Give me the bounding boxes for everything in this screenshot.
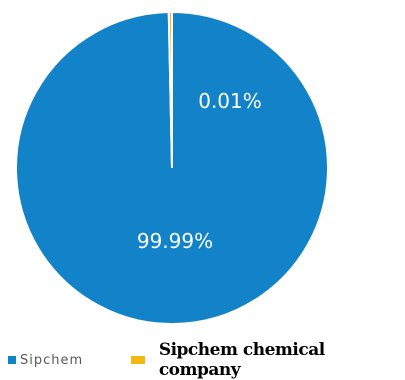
legend-item-sipchem: Sipchem bbox=[8, 353, 83, 368]
legend-swatch-sipchem-chemical-company bbox=[131, 356, 145, 364]
pie-slice-sipchem-chemical-company bbox=[167, 10, 173, 169]
legend-label-sipchem-chemical-company: Sipchem chemical company bbox=[158, 340, 325, 380]
data-label-sipchem: 99.99% bbox=[137, 229, 213, 253]
legend-label-sipchem: Sipchem bbox=[20, 352, 84, 368]
data-label-sipchem-chemical-company: 0.01% bbox=[198, 89, 262, 113]
legend: Sipchem Sipchem chemical company bbox=[8, 340, 405, 380]
pie-slices bbox=[15, 10, 329, 325]
legend-item-sipchem-chemical-company: Sipchem chemical company bbox=[131, 340, 405, 380]
legend-swatch-sipchem bbox=[8, 356, 16, 364]
